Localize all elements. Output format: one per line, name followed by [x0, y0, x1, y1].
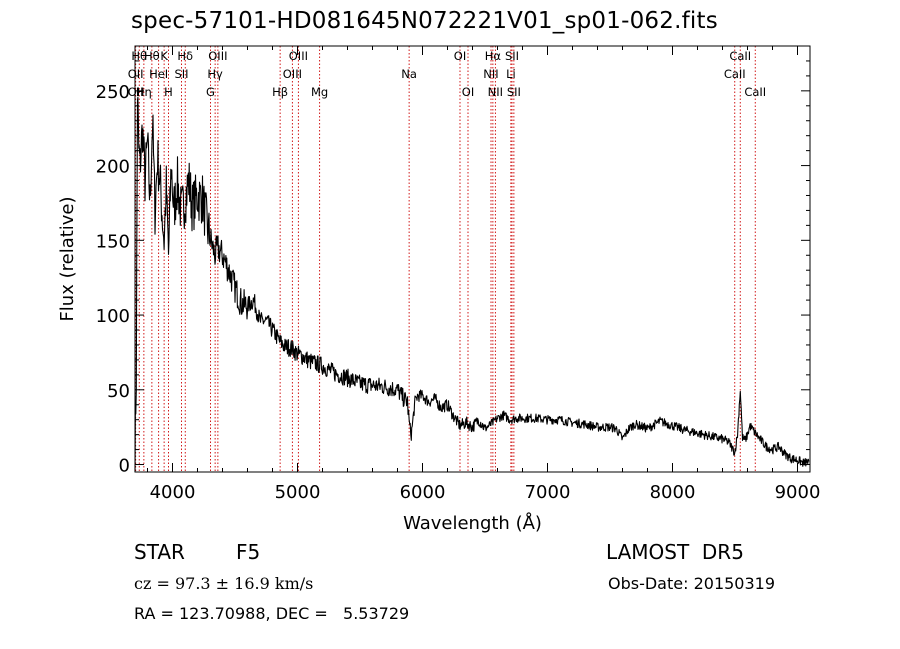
line-marker-label-28: CaII [744, 85, 766, 99]
axis-ticks [135, 46, 810, 472]
redshift-cz: cz = 97.3 ± 16.9 km/s [134, 574, 314, 593]
y-tick-label-0: 0 [119, 456, 130, 477]
line-marker-label-0: OII [128, 67, 144, 81]
line-marker-label-27: CaII [729, 49, 751, 63]
line-marker-label-24: SII [505, 49, 519, 63]
line-marker-label-10: G [206, 85, 215, 99]
line-marker-label-1: OII [128, 85, 144, 99]
line-marker-label-25: SII [507, 85, 521, 99]
y-axis-label: Flux (relative) [57, 196, 78, 321]
line-marker-label-20: NII [483, 67, 498, 81]
line-marker-label-21: Hα [485, 49, 502, 63]
spectrum-series-line [134, 96, 810, 473]
line-marker-label-6: K [160, 49, 168, 63]
line-marker-label-17: Na [401, 67, 417, 81]
x-tick-label-4: 8000 [650, 482, 696, 503]
line-marker-label-26: CaII [724, 67, 746, 81]
y-tick-label-1: 50 [107, 381, 130, 402]
y-tick-label-3: 150 [96, 231, 130, 252]
y-tick-label-2: 100 [96, 306, 130, 327]
x-tick-label-3: 7000 [525, 482, 571, 503]
x-tick-label-5: 9000 [775, 482, 821, 503]
line-marker-label-8: SII [174, 67, 188, 81]
line-marker-label-23: Li [506, 67, 516, 81]
ra-dec-coordinates: RA = 123.70988, DEC = 5.53729 [134, 604, 410, 623]
x-tick-label-1: 5000 [275, 482, 321, 503]
spectral-subclass: F5 [236, 540, 261, 564]
line-marker-labels: OIIOIIHθHηHθHeIKHSIIHδGHγOIIIHβOIIIOIIIM… [128, 49, 766, 99]
axis-tick-labels: 4000 5000 6000 7000 8000 9000 0 50 100 150 200 250 [96, 82, 821, 503]
line-marker-label-18: OI [454, 49, 466, 63]
x-tick-label-0: 4000 [150, 482, 196, 503]
x-axis-label: Wavelength (Å) [403, 512, 542, 534]
line-marker-label-3: Hη [136, 85, 152, 99]
line-marker-label-19: OI [462, 85, 474, 99]
observation-date: Obs-Date: 20150319 [608, 574, 776, 593]
survey-name: LAMOST DR5 [606, 540, 744, 564]
line-marker-label-13: Hβ [272, 85, 288, 99]
plot-frame [134, 45, 811, 473]
x-tick-label-2: 6000 [400, 482, 446, 503]
line-marker-label-11: Hγ [207, 67, 223, 81]
line-marker-label-9: Hδ [177, 49, 193, 63]
y-tick-label-4: 200 [96, 157, 130, 178]
line-markers [135, 46, 756, 472]
line-marker-label-14: OIII [283, 67, 302, 81]
line-marker-label-4: Hθ [144, 49, 160, 63]
y-tick-label-5: 250 [96, 82, 130, 103]
line-marker-label-5: HeI [149, 67, 168, 81]
line-marker-label-7: H [164, 85, 173, 99]
object-type: STAR [134, 540, 185, 564]
line-marker-label-22: NII [488, 85, 503, 99]
line-marker-label-12: OIII [208, 49, 227, 63]
chart-title: spec-57101-HD081645N072221V01_sp01-062.f… [131, 8, 718, 34]
line-marker-label-16: Mg [311, 85, 328, 99]
line-marker-label-15: OIII [289, 49, 308, 63]
